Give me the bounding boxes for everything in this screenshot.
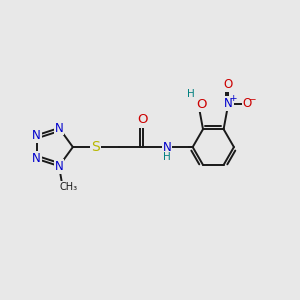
Text: O: O (224, 78, 233, 91)
Text: N: N (55, 160, 63, 172)
Text: H: H (163, 152, 171, 162)
Text: O: O (196, 98, 207, 111)
Text: N: N (32, 129, 41, 142)
Text: S: S (92, 140, 100, 154)
Text: −: − (248, 95, 256, 104)
Text: N: N (163, 141, 172, 154)
Text: N: N (224, 97, 233, 110)
Text: H: H (187, 89, 195, 99)
Text: +: + (229, 94, 236, 103)
Text: CH₃: CH₃ (59, 182, 77, 192)
Text: O: O (138, 113, 148, 127)
Text: N: N (55, 122, 63, 134)
Text: O: O (242, 97, 252, 110)
Text: N: N (32, 152, 41, 165)
